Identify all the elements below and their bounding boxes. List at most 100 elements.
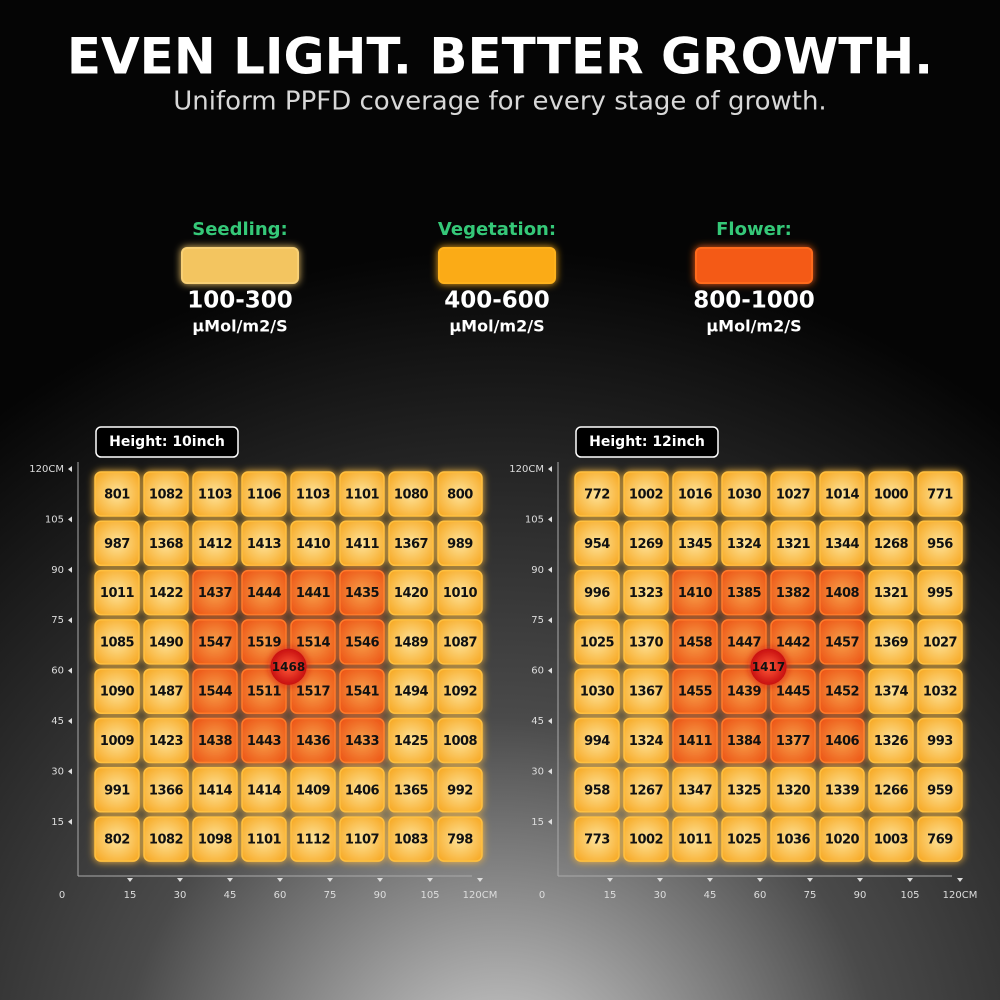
cell <box>917 767 963 813</box>
cell-value: 1269 <box>629 537 664 552</box>
legend-label: Seedling: <box>192 219 288 240</box>
y-tick-label: 105 <box>525 514 544 525</box>
y-tick-arrow <box>68 516 72 523</box>
height-label: Height: 10inch <box>109 434 225 450</box>
x-tick-arrow <box>277 878 283 882</box>
cell <box>672 767 718 813</box>
cell <box>437 668 483 714</box>
x-tick-label: 15 <box>604 890 617 901</box>
cell-value: 1412 <box>198 537 232 552</box>
cell-value: 1367 <box>629 685 664 700</box>
cell <box>192 816 238 862</box>
cell <box>241 816 287 862</box>
cell <box>868 668 914 714</box>
cell-value: 1267 <box>629 783 664 798</box>
cell <box>290 471 336 517</box>
x-tick-label: 120CM <box>463 890 498 901</box>
y-tick-arrow <box>548 768 552 775</box>
cell <box>574 471 620 517</box>
y-tick-arrow <box>68 466 72 472</box>
cell-value: 1490 <box>149 635 184 650</box>
cell-value: 1455 <box>678 685 713 700</box>
y-tick-arrow <box>68 718 72 724</box>
x-tick-label: 120CM <box>943 890 978 901</box>
legend-unit: μMol/m2/S <box>449 317 544 336</box>
cell <box>770 717 816 764</box>
cell-value: 1107 <box>345 833 380 848</box>
cell-value: 1441 <box>296 586 331 601</box>
cell-value: 1009 <box>100 734 135 749</box>
cell-value: 1519 <box>247 635 282 650</box>
y-tick-label: 15 <box>51 817 64 828</box>
cell-value: 1101 <box>345 488 380 503</box>
y-tick-arrow <box>68 768 72 775</box>
cell <box>917 520 963 567</box>
height-label-box <box>95 426 239 458</box>
cell-value: 1384 <box>727 734 762 749</box>
cell-value: 1411 <box>345 537 380 552</box>
cell-value: 1106 <box>247 488 282 503</box>
cell <box>143 767 189 813</box>
cell-value: 1438 <box>198 734 233 749</box>
cell-value: 1092 <box>443 685 477 700</box>
cell-value: 1011 <box>678 833 713 848</box>
cell-value: 1511 <box>247 685 282 700</box>
cell <box>868 816 914 862</box>
cell <box>868 767 914 813</box>
cell-value: 1027 <box>923 635 958 650</box>
cell-value: 1103 <box>198 488 233 503</box>
x-tick-label: 30 <box>174 890 187 901</box>
legend-unit: μMol/m2/S <box>192 317 287 336</box>
cell <box>241 619 287 665</box>
cell-value: 1266 <box>874 783 909 798</box>
cell-value: 1487 <box>149 685 184 700</box>
x-tick-label: 90 <box>374 890 387 901</box>
cell-value: 1325 <box>727 783 762 798</box>
cell-value: 1410 <box>296 537 331 552</box>
cell-value: 1374 <box>874 685 909 700</box>
cell <box>290 816 336 862</box>
cell <box>143 717 189 764</box>
cell <box>192 668 238 714</box>
cell-value: 1345 <box>678 537 713 552</box>
cell <box>437 717 483 764</box>
cell-value: 1452 <box>825 685 859 700</box>
cell-value: 1370 <box>629 635 664 650</box>
cell-value: 1514 <box>296 635 331 650</box>
cell <box>192 520 238 567</box>
cell-value: 801 <box>104 488 130 503</box>
cell-value: 992 <box>447 783 473 798</box>
x-tick-label: 75 <box>804 890 817 901</box>
cell-value: 1339 <box>825 783 860 798</box>
origin-label: 0 <box>539 890 545 901</box>
x-tick-arrow <box>177 878 183 882</box>
cell <box>94 619 140 665</box>
cell-value: 1406 <box>825 734 860 749</box>
cell <box>868 619 914 665</box>
legend-swatch <box>438 247 556 284</box>
y-tick-label: 105 <box>45 514 64 525</box>
y-tick-label: 90 <box>531 565 544 576</box>
cell-value: 1082 <box>149 833 183 848</box>
x-tick-arrow <box>757 878 763 882</box>
cell <box>672 471 718 517</box>
cell-value: 958 <box>584 783 610 798</box>
cell <box>388 520 434 567</box>
cell-value: 1413 <box>247 537 282 552</box>
cell <box>672 619 718 665</box>
cell-value: 1425 <box>394 734 429 749</box>
legend-label: Vegetation: <box>438 219 556 240</box>
center-value: 1468 <box>272 660 305 674</box>
cell <box>770 569 816 616</box>
y-tick-arrow <box>548 718 552 724</box>
cell <box>868 717 914 764</box>
cell <box>672 520 718 567</box>
height-label: Height: 12inch <box>589 434 705 450</box>
cell-value: 1324 <box>629 734 664 749</box>
cell <box>819 767 865 813</box>
cell-value: 1411 <box>678 734 713 749</box>
cell <box>388 569 434 616</box>
cell <box>917 668 963 714</box>
x-tick-label: 90 <box>854 890 867 901</box>
cell <box>672 569 718 616</box>
